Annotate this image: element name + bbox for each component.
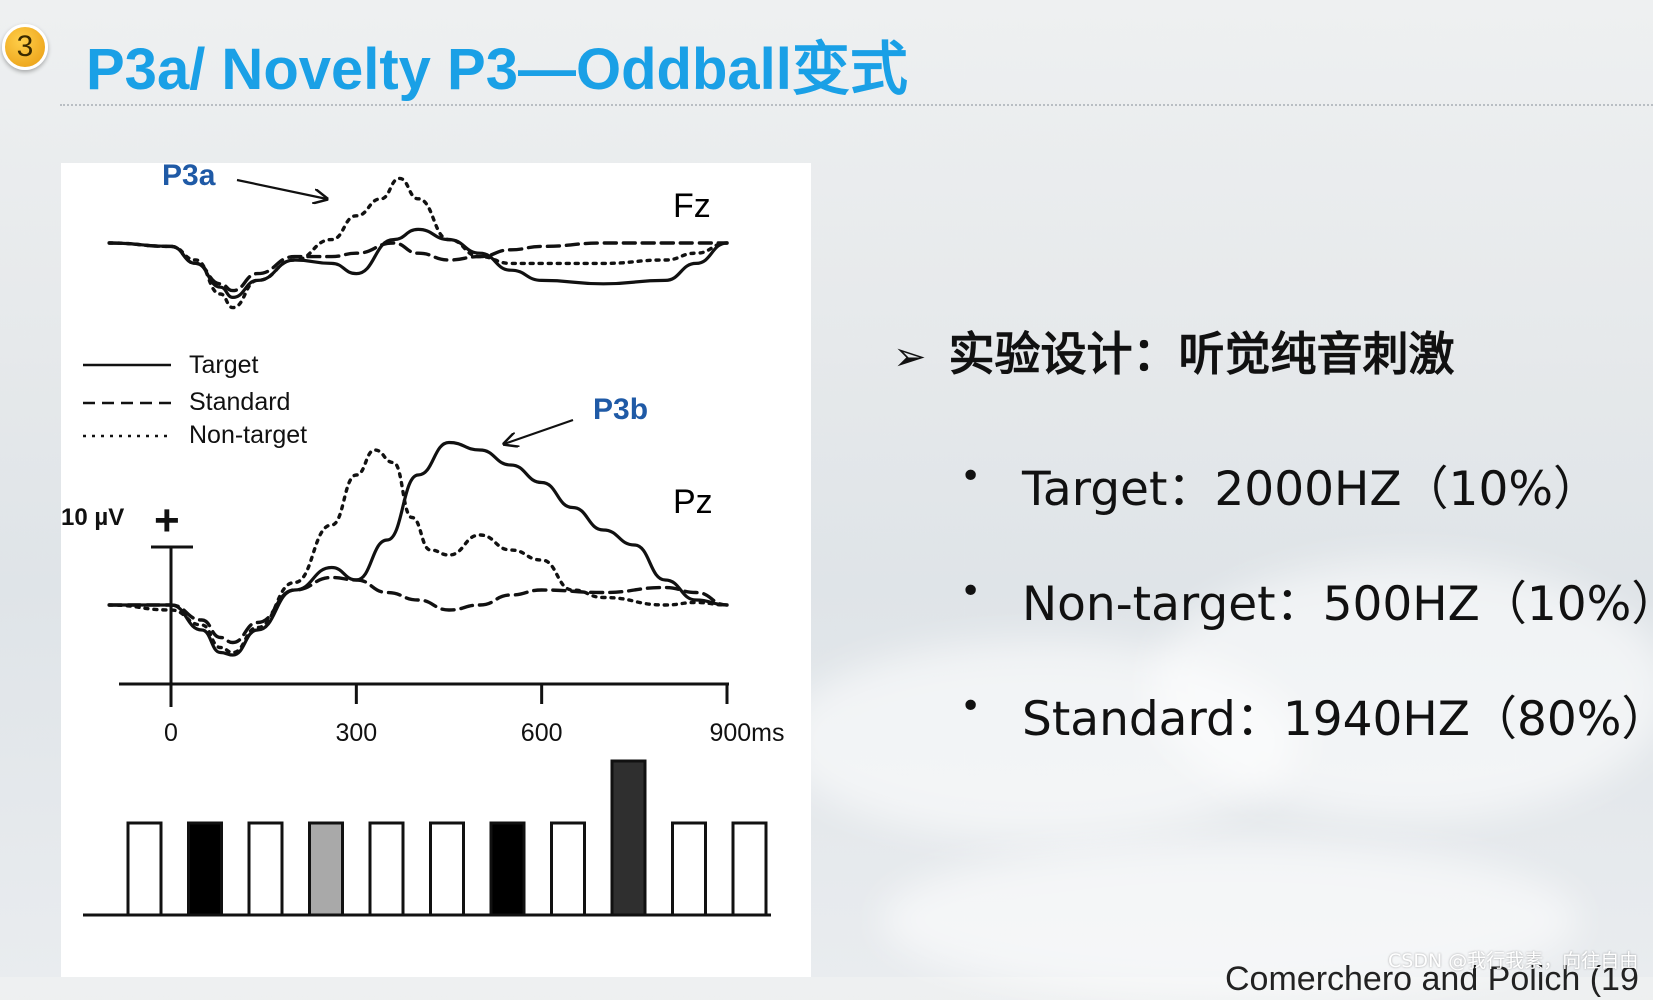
bullet-text-target: Target：2000HZ（10%）: [1022, 462, 1601, 517]
x-tick-label: 300: [335, 719, 377, 747]
trace-fz-non-target: [107, 176, 729, 310]
bullet-dot-icon: •: [960, 686, 982, 727]
bullet-dot-icon: •: [960, 571, 982, 612]
p3a-label: P3a: [162, 163, 216, 192]
arrow-bullet-icon: ➢: [893, 334, 927, 380]
stimulus-bar-target: [489, 821, 526, 917]
stimulus-bar-novel: [610, 759, 647, 917]
pz-label: Pz: [673, 483, 713, 521]
x-tick-label: 0: [164, 719, 178, 747]
title-bar: 3 P3a/ Novelty P3—Oddball变式: [0, 0, 1653, 110]
trace-pz-standard: [107, 575, 729, 645]
stimulus-bar-standard: [671, 821, 707, 917]
trace-fz-standard: [107, 241, 729, 293]
p3a-arrow: [236, 178, 327, 199]
p3b-label: P3b: [593, 393, 648, 426]
stimulus-bar-standard: [368, 821, 405, 917]
x-tick-label: 600: [521, 719, 563, 747]
positive-polarity-sign: +: [154, 496, 180, 545]
bullet-text-standard: Standard：1940HZ（80%）: [1022, 692, 1653, 747]
scale-label: 10 µV: [61, 504, 124, 531]
stimulus-bar-standard: [126, 821, 163, 917]
slide-title: P3a/ Novelty P3—Oddball变式: [86, 37, 908, 102]
bullet-dot-icon: •: [960, 456, 982, 497]
erp-figure: P3a Fz P3b Pz Target Standard Non-target…: [61, 163, 811, 977]
stimulus-bar-target: [187, 821, 223, 917]
erp-chart: P3a Fz P3b Pz Target Standard Non-target…: [61, 163, 785, 917]
trace-fz-target: [107, 227, 729, 300]
stimulus-bar-standard: [429, 821, 465, 917]
legend-label-standard: Standard: [189, 388, 290, 416]
trace-pz-non-target: [107, 448, 729, 655]
stimulus-bar-standard: [247, 821, 284, 917]
design-heading-text: 实验设计：听觉纯音刺激: [948, 327, 1455, 381]
title-divider: [60, 104, 1653, 106]
legend-label-target: Target: [189, 351, 259, 379]
section-number: 3: [2, 24, 48, 70]
stimulus-bar-standard: [731, 821, 768, 917]
design-heading: ➢ 实验设计：听觉纯音刺激: [893, 318, 1455, 384]
stimulus-bar-standard: [550, 821, 586, 917]
watermark: CSDN @我行我素，向往自由: [1388, 950, 1639, 972]
bullet-text-nontarget: Non-target：500HZ（10%）: [1022, 577, 1653, 632]
p3b-arrow: [504, 418, 574, 444]
fz-label: Fz: [673, 187, 711, 225]
legend-label-nontarget: Non-target: [189, 421, 307, 449]
x-tick-label: 900ms: [709, 719, 784, 747]
trace-pz-target: [107, 440, 729, 657]
stimulus-bar-non-target: [308, 821, 344, 917]
section-badge: 3: [0, 20, 50, 82]
